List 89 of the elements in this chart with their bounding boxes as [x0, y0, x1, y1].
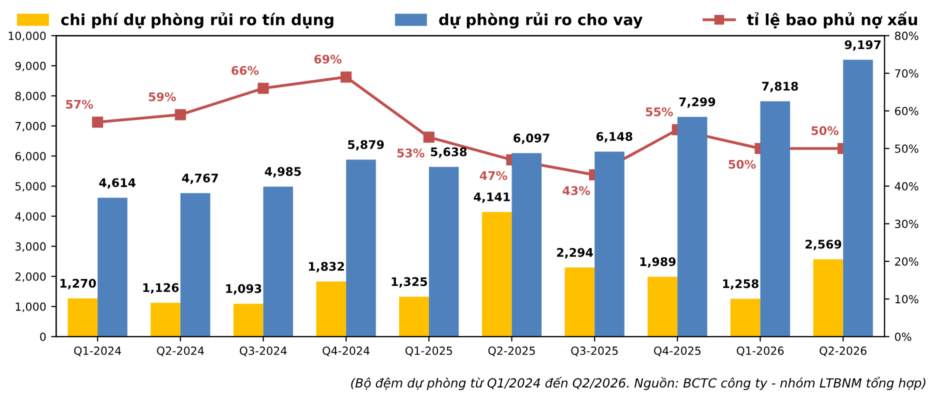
- data-label: 5,638: [430, 147, 467, 158]
- y-tick-label: 3,000: [15, 242, 46, 252]
- x-tick-label: Q2-2026: [820, 346, 866, 356]
- bar: [843, 60, 873, 337]
- bar: [648, 276, 678, 337]
- x-tick-label: Q1-2026: [736, 346, 784, 356]
- data-label: 47%: [480, 171, 508, 180]
- text: (Bộ đệm dự phòng từ Q1/2024 đến Q2/2026. Nguồn: BCTC công ty - nhóm LTBNM tổng hợp): [351, 376, 926, 390]
- bar: [730, 298, 760, 337]
- bar: [594, 152, 624, 337]
- x-tick-label: Q1-2025: [405, 346, 452, 356]
- data-label: 50%: [728, 160, 756, 169]
- x-tick-label: Q1-2024: [74, 346, 122, 356]
- bar: [68, 298, 98, 337]
- legend-label: dự phòng rủi ro cho vay: [439, 12, 643, 28]
- data-label: 59%: [148, 92, 176, 102]
- y-tick-label: 10,000: [8, 32, 46, 42]
- data-label: 7,299: [679, 97, 716, 108]
- data-label: 66%: [232, 66, 259, 75]
- data-label: 9,197: [844, 40, 881, 51]
- bar: [399, 296, 429, 337]
- data-label: 4,985: [264, 167, 301, 178]
- data-label: 6,148: [596, 132, 632, 142]
- bar: [677, 116, 708, 337]
- x-tick-label: Q2-2025: [488, 346, 535, 356]
- data-label: 5,879: [348, 140, 384, 151]
- bar: [564, 268, 595, 337]
- point: [174, 109, 186, 120]
- data-label: 1,832: [308, 262, 344, 272]
- data-label: 2,294: [557, 248, 593, 258]
- bar: [512, 153, 542, 337]
- data-label: 1,989: [640, 257, 676, 268]
- point: [92, 116, 104, 128]
- y2-tick-label: 40%: [894, 182, 918, 190]
- y2-tick-label: 0%: [894, 332, 912, 341]
- bar: [316, 281, 346, 337]
- y2-tick-label: 70%: [895, 69, 918, 78]
- bar: [813, 259, 844, 337]
- bar: [760, 101, 790, 337]
- bar: [180, 193, 210, 337]
- legend-label: tỉ lệ bao phủ nợ xấu: [746, 12, 918, 28]
- bar: [150, 302, 180, 337]
- data-label: 43%: [562, 186, 590, 196]
- x-tick-label: Q2-2024: [156, 346, 204, 356]
- data-label: 6,097: [514, 134, 550, 144]
- data-label: 1,258: [723, 279, 758, 290]
- bar: [482, 212, 512, 337]
- y2-tick-label: 20%: [895, 257, 918, 266]
- data-label: 4,614: [99, 178, 136, 189]
- data-label: 53%: [397, 148, 424, 158]
- point: [258, 82, 269, 94]
- y-tick-label: 5,000: [15, 182, 46, 192]
- x-tick-label: Q4-2024: [322, 346, 370, 356]
- y2-tick-label: 60%: [895, 106, 918, 116]
- bar: [346, 160, 376, 337]
- y2-tick-label: 80%: [894, 32, 918, 40]
- data-label: 55%: [646, 107, 673, 116]
- data-label: 57%: [66, 100, 94, 109]
- data-label: 7,818: [762, 82, 798, 92]
- point: [423, 132, 434, 143]
- y-tick-label: 1,000: [16, 302, 46, 312]
- data-label: 2,569: [806, 240, 842, 250]
- bar: [263, 186, 294, 337]
- y-tick-label: 9,000: [15, 62, 46, 72]
- y-tick-label: 0: [40, 332, 46, 341]
- x-tick-label: Q3-2025: [571, 346, 618, 356]
- point: [340, 71, 352, 83]
- y2-tick-label: 10%: [895, 294, 918, 304]
- x-tick-label: Q4-2025: [654, 346, 701, 356]
- x-tick-label: Q3-2024: [240, 346, 287, 356]
- data-label: 1,093: [226, 284, 262, 295]
- data-label: 4,767: [182, 174, 218, 184]
- data-label: 4,141: [474, 192, 510, 203]
- y-tick-label: 7,000: [16, 122, 46, 132]
- y2-tick-label: 30%: [895, 220, 918, 228]
- data-label: 50%: [812, 126, 839, 136]
- legend-label: chi phí dự phòng rủi ro tín dụng: [61, 12, 334, 28]
- y-tick-label: 6,000: [15, 152, 46, 162]
- y-tick-label: 4,000: [15, 212, 46, 222]
- y2-tick-label: 50%: [895, 144, 918, 153]
- y-tick-label: 8,000: [15, 92, 46, 102]
- y-tick-label: 2,000: [15, 272, 46, 282]
- data-label: 69%: [314, 54, 342, 64]
- bar: [98, 198, 128, 337]
- bar: [233, 304, 264, 337]
- data-label: 1,325: [392, 277, 427, 288]
- data-label: 1,270: [60, 278, 96, 290]
- bar: [428, 166, 459, 337]
- data-label: 1,126: [143, 283, 179, 294]
